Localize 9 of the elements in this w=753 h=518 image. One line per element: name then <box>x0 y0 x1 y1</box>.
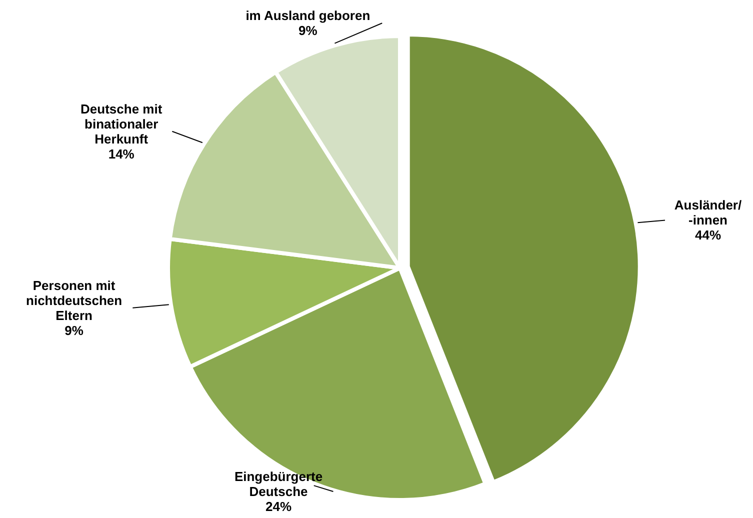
slice-label: im Ausland geboren <box>246 8 370 24</box>
data-label: 9% <box>64 322 84 338</box>
data-label: 24% <box>266 499 292 514</box>
slice-label: Deutsche mit binationaler Herkunft <box>80 101 163 146</box>
slice-label: Personen mit nichtdeutschen Eltern <box>26 278 122 323</box>
data-label: 14% <box>108 146 135 162</box>
data-label: 9% <box>298 23 318 38</box>
data-label: 44% <box>694 228 722 243</box>
slice-label: Ausländer/ -innen <box>674 198 742 228</box>
